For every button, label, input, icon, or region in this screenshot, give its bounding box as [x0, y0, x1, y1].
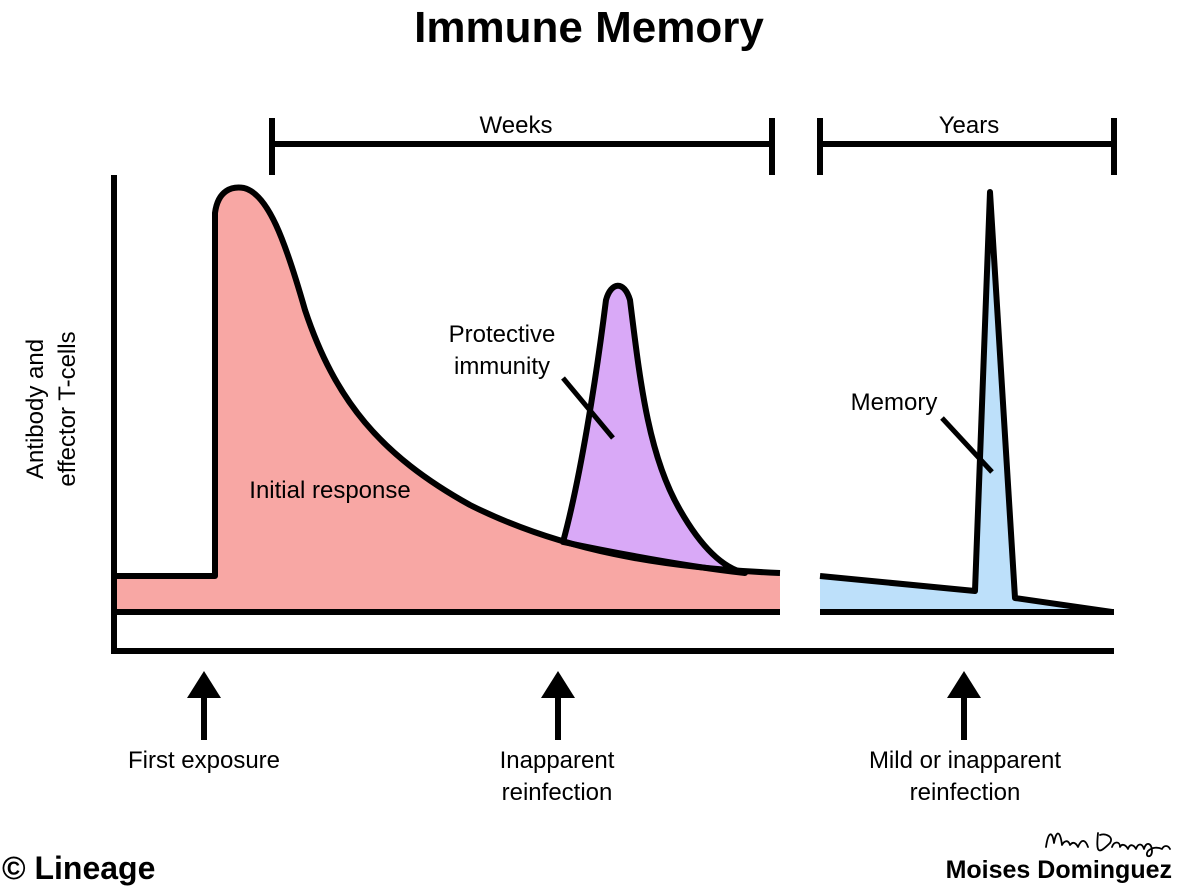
initial-response-curve [114, 184, 781, 579]
memory-label: Memory [850, 389, 938, 416]
first-exposure-arrow [187, 671, 221, 740]
weeks-bracket [269, 118, 775, 175]
memory-pointer [940, 416, 994, 474]
mild-reinfection-arrow [947, 671, 981, 740]
initial-response-area [114, 187, 780, 612]
y-axis-label-line-2: effector T-cells [54, 331, 81, 487]
mild-reinfection-label-line-2: reinfection [909, 779, 1021, 806]
protective-immunity-pointer [561, 376, 615, 440]
mild-reinfection-label-line-1: Mild or inapparent [868, 747, 1062, 774]
inapparent-reinfection-label-line-1: Inapparent [499, 747, 615, 774]
author-signature [1045, 832, 1171, 858]
years-label: Years [938, 112, 1000, 139]
inapparent-reinfection-label-line-2: reinfection [501, 779, 613, 806]
copyright-label: © Lineage [2, 850, 156, 886]
first-exposure-label: First exposure [127, 747, 281, 774]
years-bracket [817, 118, 1117, 175]
initial-response-label: Initial response [249, 477, 411, 504]
protective-immunity-area [560, 282, 748, 576]
diagram-title: Immune Memory [414, 3, 764, 52]
author-credit: Moises Dominguez [945, 856, 1172, 884]
protective-immunity-label-line-2: immunity [453, 353, 550, 380]
y-axis-label: Antibody and effector T-cells [20, 279, 84, 539]
weeks-label: Weeks [479, 112, 553, 139]
protective-immunity-label-line-1: Protective [448, 321, 556, 348]
inapparent-reinfection-arrow [541, 671, 575, 740]
memory-curve [819, 189, 1113, 615]
protective-immunity-label: Protective immunity [422, 319, 582, 383]
mild-reinfection-label: Mild or inapparent reinfection [840, 745, 1090, 809]
inapparent-reinfection-label: Inapparent reinfection [457, 745, 657, 809]
y-axis-label-line-1: Antibody and [22, 338, 49, 480]
